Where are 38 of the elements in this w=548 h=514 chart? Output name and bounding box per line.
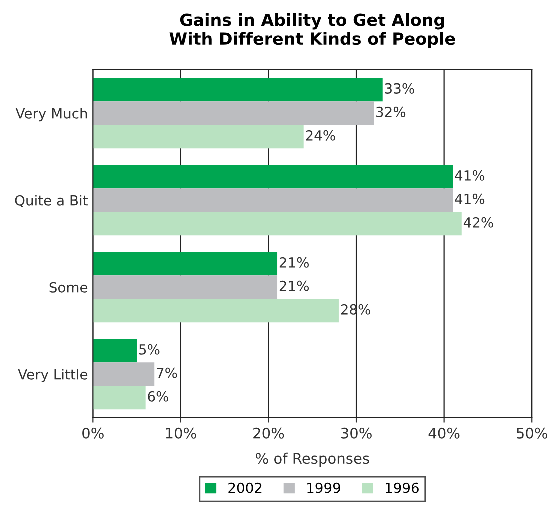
data-label: 21% [280,280,310,292]
legend-label: 1996 [386,482,419,494]
x-tick-label: 10% [166,428,196,439]
data-label: 32% [376,106,406,118]
data-label: 41% [455,194,485,204]
x-tick-label: 50% [517,428,548,439]
y-tick-label: Very Much [16,108,88,122]
data-label: 7% [157,368,178,378]
data-label: 42% [464,217,494,228]
bar [93,78,383,102]
bar [93,362,155,386]
bar [93,102,374,126]
x-tick-label: 0% [82,428,104,439]
bar [93,188,454,212]
x-axis-title: % of Responses [256,452,370,467]
bar [93,386,146,410]
bar [93,339,138,363]
bar [93,212,462,236]
bar [93,165,454,189]
bar [93,252,278,276]
data-label: 33% [385,83,414,94]
legend-label: 2002 [228,482,262,494]
bar [93,299,339,323]
x-tick-label: 20% [254,428,284,439]
y-tick-label: Quite a Bit [15,195,88,208]
chart-title: Gains in Ability to Get Along With Different Kinds of People [170,13,456,48]
x-tick-label: 30% [341,428,372,439]
data-label: 21% [280,257,310,268]
data-label: 41% [455,170,485,181]
data-label: 5% [140,344,160,355]
bar [93,276,278,300]
y-tick-label: Very Little [18,369,88,383]
x-tick-label: 40% [428,428,460,439]
y-tick-label: Some [50,282,88,293]
data-label: 24% [306,130,336,141]
legend-label: 1999 [308,482,340,494]
data-label: 6% [148,391,168,402]
bar [93,125,304,149]
